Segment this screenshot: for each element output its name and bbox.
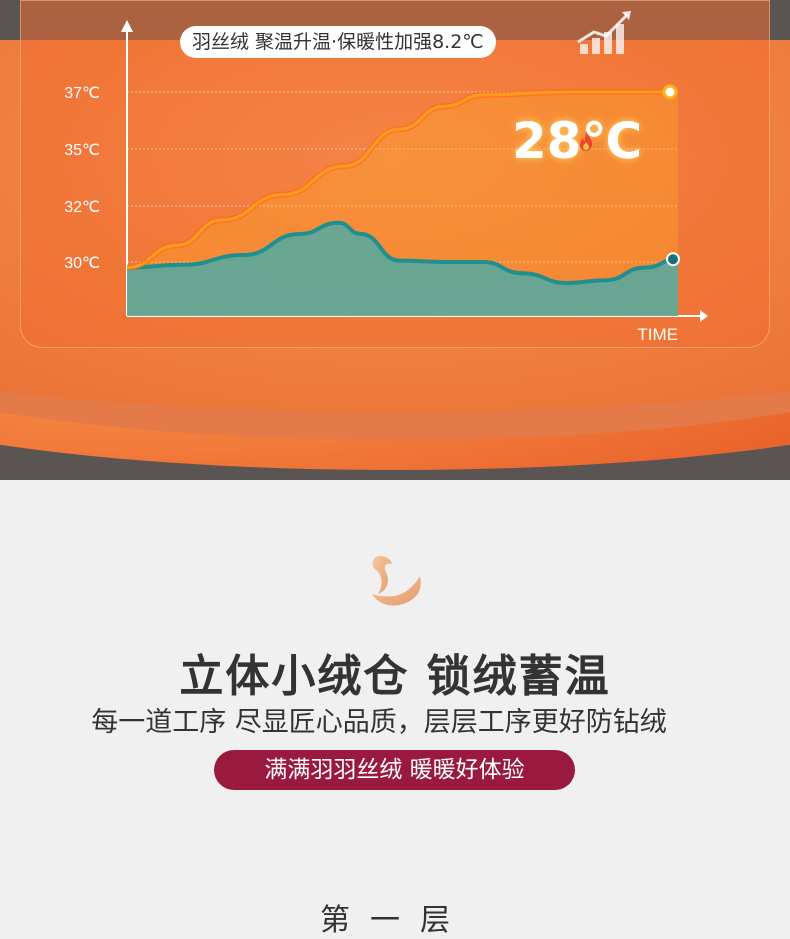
section-tagline-pill: 满满羽羽丝绒 暖暖好体验	[214, 750, 575, 790]
temperature-overlay: 28℃	[512, 112, 643, 170]
series-1-area	[127, 222, 678, 316]
y-tick-label: 32℃	[64, 199, 100, 216]
series-0-endpoint	[662, 84, 678, 100]
chart-title: 羽丝绒 聚温升温·保暖性加强8.2℃	[180, 26, 496, 58]
rising-bars-icon	[577, 11, 631, 54]
section-headline: 立体小绒仓 锁绒蓄温	[179, 651, 611, 702]
y-tick-label: 30℃	[64, 255, 100, 272]
hero-banner: TIME 37℃ 35℃ 32℃ 30℃ 羽丝绒 聚温升温·保暖性加强8.2℃ 28℃	[0, 0, 790, 480]
y-tick-label: 37℃	[64, 85, 100, 102]
series-1-line	[126, 220, 679, 286]
series-1-endpoint	[666, 252, 680, 267]
swan-logo-icon	[372, 556, 421, 606]
x-axis-label: TIME	[637, 325, 678, 344]
series-0-line	[126, 90, 678, 270]
x-axis-arrow	[700, 310, 708, 322]
next-section-heading: 第一层	[320, 903, 470, 938]
y-axis-arrow	[121, 20, 133, 32]
section-subtitle: 每一道工序 尽显匠心品质，层层工序更好防钻绒	[91, 707, 667, 738]
temperature-chart: TIME 37℃ 35℃ 32℃ 30℃	[64, 20, 708, 344]
y-tick-label: 35℃	[64, 142, 100, 159]
flame-icon	[580, 131, 593, 151]
